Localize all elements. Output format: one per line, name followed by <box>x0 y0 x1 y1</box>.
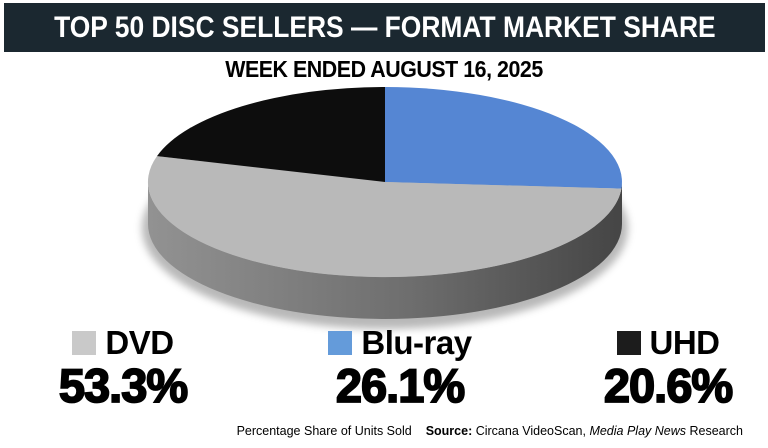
uhd-swatch-icon <box>616 331 641 355</box>
source-suffix: Research <box>686 424 743 438</box>
source-publication: Media Play News <box>589 424 687 438</box>
chart-subtitle: WEEK ENDED AUGUST 16, 2025 <box>225 56 543 82</box>
legend-item-bluray: Blu-ray 26.1% <box>285 326 515 410</box>
legend-label: DVD <box>105 324 174 361</box>
uhd-percentage: 20.6% <box>603 359 734 412</box>
source-label: Source: <box>425 424 473 438</box>
legend-row: UHD <box>553 326 768 360</box>
legend-row: Blu-ray <box>285 326 515 360</box>
footer-note: Percentage Share of Units Sold <box>236 424 412 438</box>
footer-source-line: Percentage Share of Units Sold Source: Ci… <box>237 424 743 438</box>
dvd-percentage: 53.3% <box>58 359 189 412</box>
legend-item-uhd: UHD 20.6% <box>553 326 768 412</box>
legend-label: UHD <box>649 324 721 361</box>
legend-label: Blu-ray <box>361 324 472 361</box>
source-text: Circana VideoScan, <box>472 424 590 438</box>
page-title: TOP 50 DISC SELLERS — FORMAT MARKET SHAR… <box>53 10 716 44</box>
header-bar: TOP 50 DISC SELLERS — FORMAT MARKET SHAR… <box>4 3 765 52</box>
dvd-swatch-icon <box>72 331 97 355</box>
legend-item-dvd: DVD 53.3% <box>8 326 238 412</box>
bluray-swatch-icon <box>328 331 353 355</box>
bluray-percentage: 26.1% <box>335 359 466 412</box>
legend-row: DVD <box>8 326 238 360</box>
